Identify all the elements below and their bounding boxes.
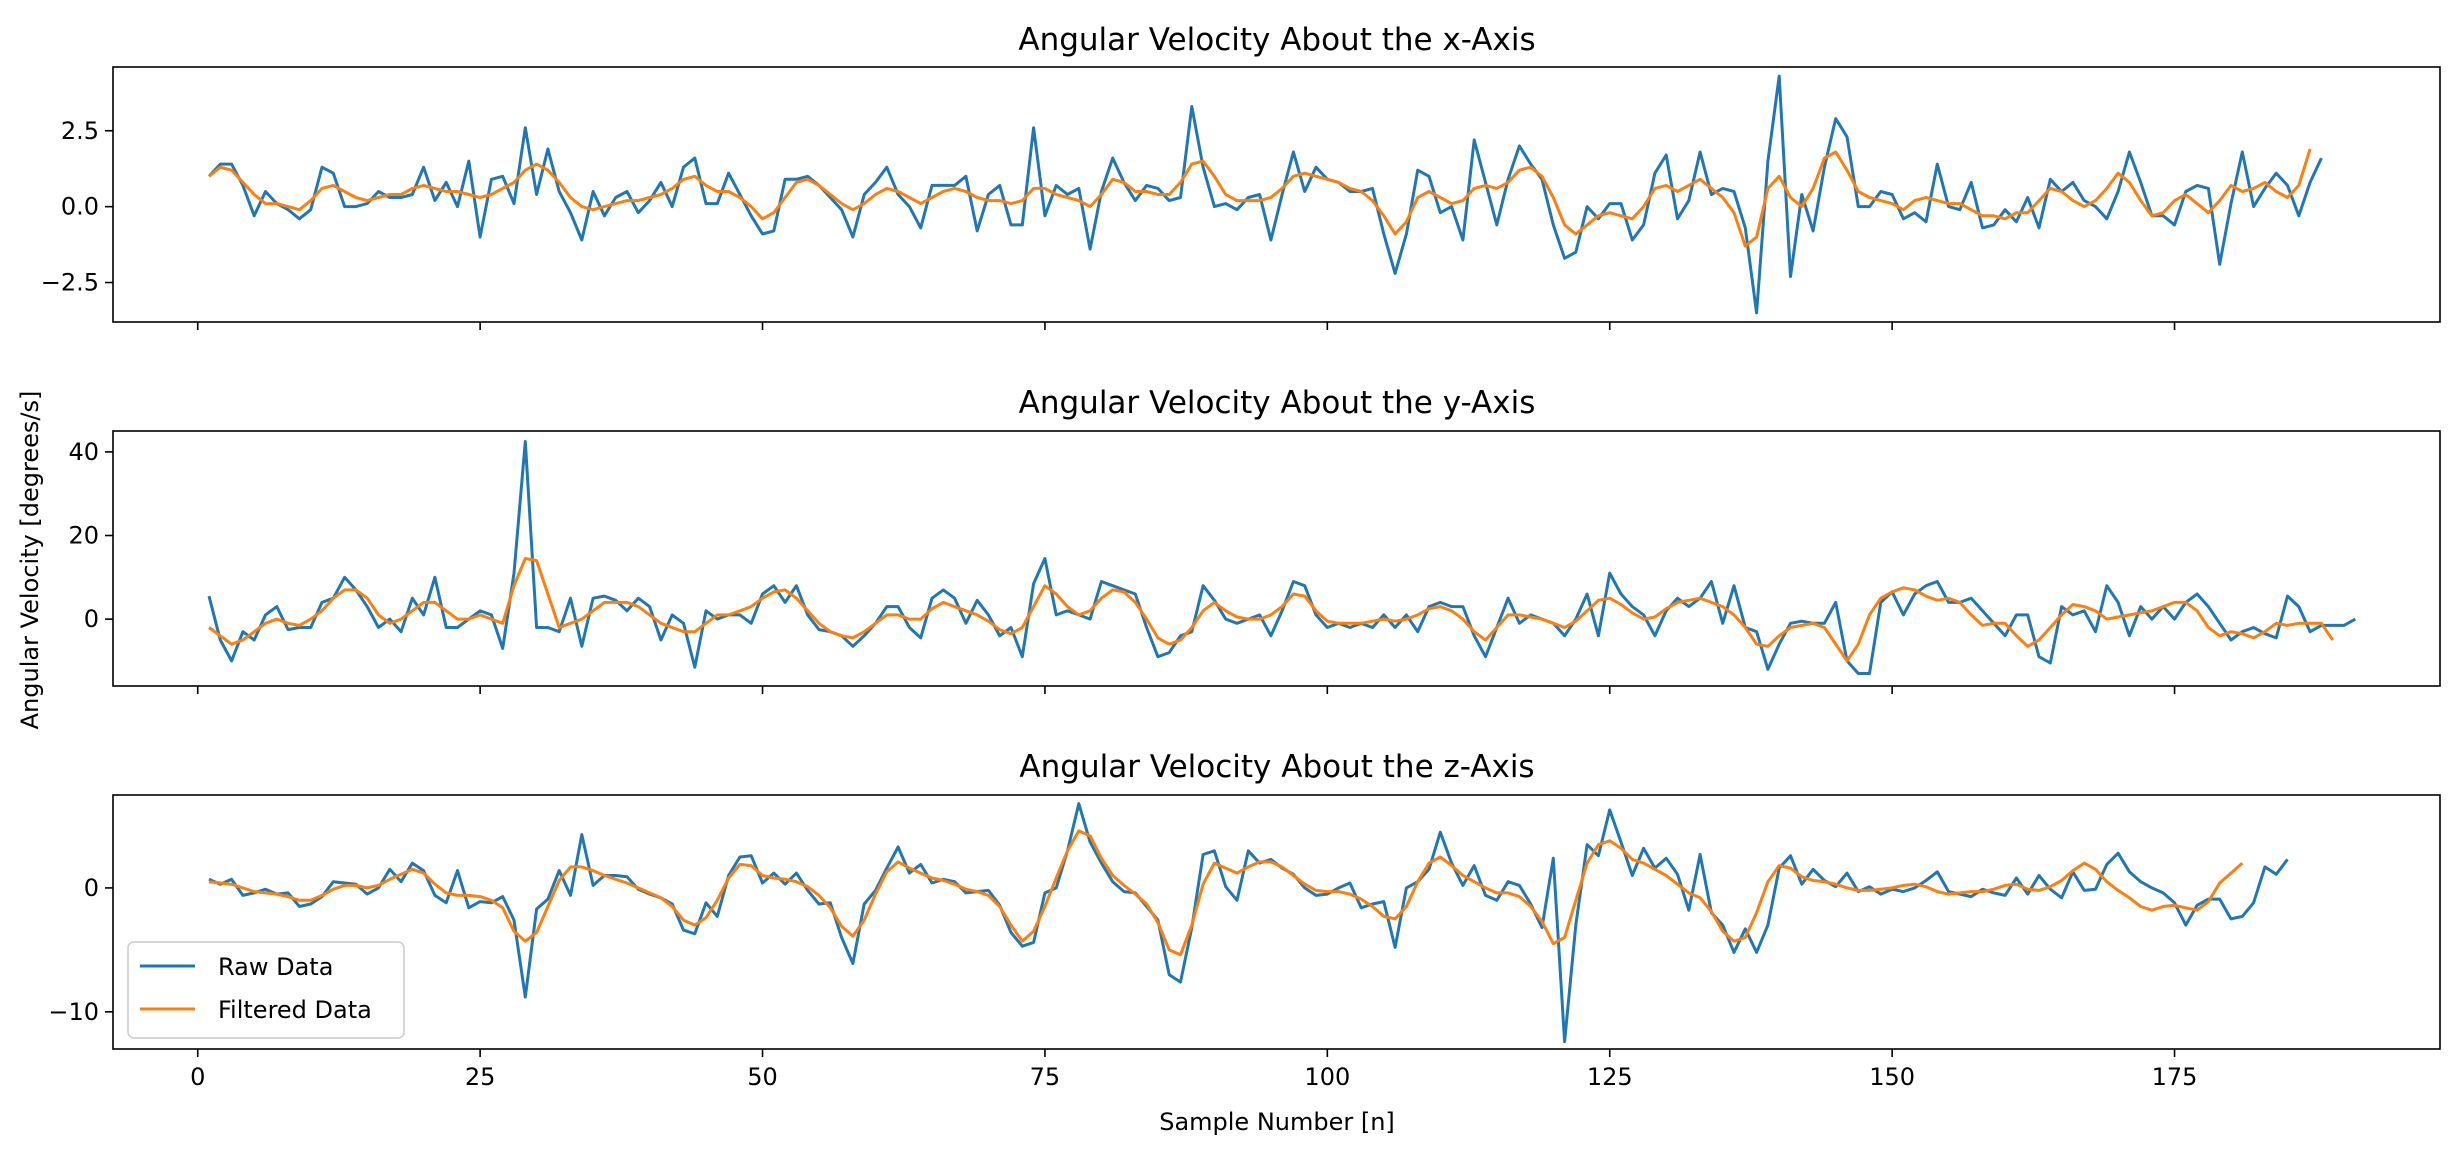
axes-frame-z — [112, 794, 2441, 1050]
x-tick-label: 25 — [465, 1063, 496, 1091]
subplot-z-axis: Angular Velocity About the z-Axis 0 25 50 7… — [48, 749, 2441, 1091]
filtered-data-line-z — [208, 829, 2244, 957]
y-tick-label: 0 — [84, 874, 99, 902]
y-tick-label: 40 — [68, 438, 99, 466]
x-tick-label: 75 — [1030, 1063, 1061, 1091]
filtered-data-line-x — [208, 148, 2312, 248]
y-tick-label: −2.5 — [41, 269, 99, 297]
x-tick-label: 150 — [1869, 1063, 1915, 1091]
raw-data-line-x — [207, 74, 2323, 315]
axes-frame-x — [112, 66, 2441, 323]
subplot-y-axis: Angular Velocity About the y-Axis 0 20 40 — [68, 385, 2441, 694]
y-axis-label: Angular Velocity [degrees/s] — [16, 391, 44, 730]
x-tick-label: 125 — [1587, 1063, 1633, 1091]
raw-data-line-y — [207, 440, 2357, 675]
y-tick-label: −10 — [48, 998, 99, 1026]
axes-frame-y — [112, 430, 2441, 687]
subplot-title-z: Angular Velocity About the z-Axis — [1019, 749, 1534, 785]
subplot-x-axis: Angular Velocity About the x-Axis −2.5 0.… — [41, 22, 2441, 330]
x-tick-label: 50 — [747, 1063, 778, 1091]
raw-data-line-z — [208, 802, 2289, 1044]
x-tick-label: 100 — [1304, 1063, 1350, 1091]
legend-filtered-label: Filtered Data — [218, 996, 372, 1024]
y-tick-label: 2.5 — [61, 117, 99, 145]
y-tick-label: 20 — [68, 522, 99, 550]
legend-box — [127, 941, 405, 1039]
x-tick-label: 0 — [190, 1063, 205, 1091]
legend: Raw Data Filtered Data — [127, 941, 405, 1039]
y-tick-label: 0 — [84, 605, 99, 633]
subplot-title-x: Angular Velocity About the x-Axis — [1018, 22, 1535, 58]
x-axis-label: Sample Number [n] — [1159, 1108, 1395, 1136]
x-tick-label: 175 — [2152, 1063, 2198, 1091]
subplot-title-y: Angular Velocity About the y-Axis — [1019, 385, 1536, 421]
legend-raw-label: Raw Data — [218, 953, 333, 981]
y-tick-label: 0.0 — [61, 193, 99, 221]
filtered-data-line-y — [208, 557, 2334, 663]
